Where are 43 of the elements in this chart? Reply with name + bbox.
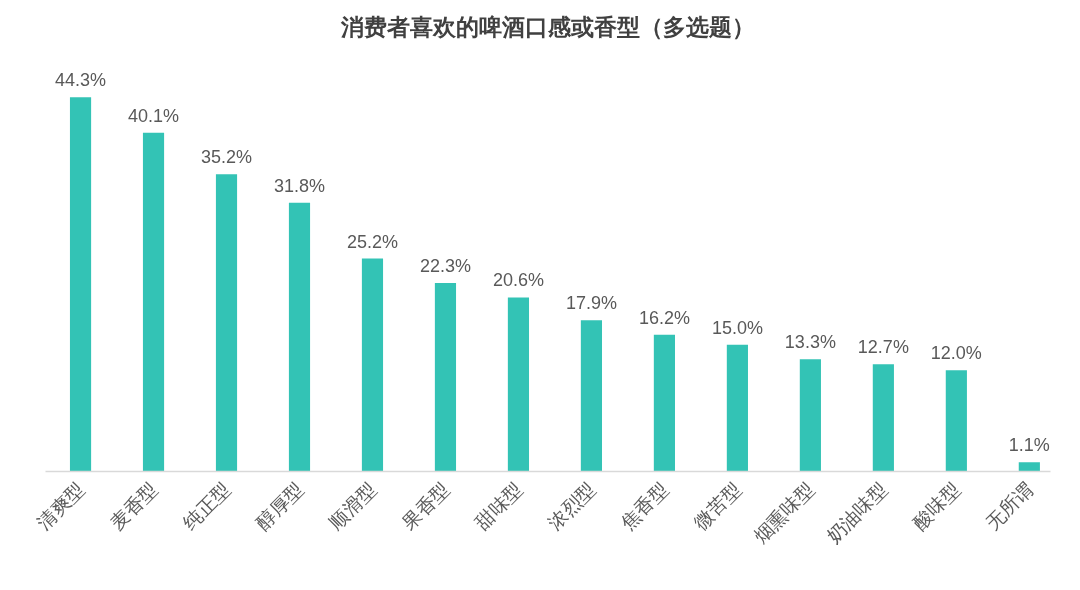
x-tick-label: 烟熏味型 bbox=[748, 477, 819, 548]
data-label: 25.2% bbox=[346, 231, 398, 252]
x-tick-label: 果香型 bbox=[397, 477, 454, 534]
data-label: 17.9% bbox=[565, 293, 617, 314]
data-label: 40.1% bbox=[128, 105, 180, 126]
x-tick-label: 醇厚型 bbox=[251, 477, 308, 534]
bar bbox=[507, 297, 530, 472]
data-label: 12.0% bbox=[930, 343, 982, 364]
data-label: 13.3% bbox=[784, 332, 836, 353]
bar bbox=[726, 344, 748, 472]
bar bbox=[653, 334, 675, 472]
x-tick-label: 奶油味型 bbox=[821, 477, 892, 548]
bar bbox=[142, 132, 165, 472]
data-label: 31.8% bbox=[273, 175, 326, 196]
x-tick-label: 顺滑型 bbox=[324, 477, 381, 534]
x-tick-label: 麦香型 bbox=[105, 477, 162, 534]
x-tick-label: 酸味型 bbox=[908, 477, 965, 534]
bar bbox=[288, 202, 311, 472]
x-tick-label: 甜味型 bbox=[470, 477, 527, 534]
data-label: 44.3% bbox=[55, 70, 107, 91]
data-label: 22.3% bbox=[419, 256, 471, 277]
bar bbox=[361, 258, 384, 472]
data-label: 15.0% bbox=[711, 317, 763, 338]
data-label: 35.2% bbox=[200, 147, 253, 168]
data-label: 1.1% bbox=[1008, 435, 1050, 456]
data-label: 16.2% bbox=[638, 307, 690, 328]
bar bbox=[580, 320, 603, 472]
x-tick-label: 浓烈型 bbox=[543, 477, 600, 534]
x-tick-label: 无所谓 bbox=[981, 477, 1038, 534]
bar bbox=[945, 370, 967, 472]
x-tick-label: 焦香型 bbox=[616, 477, 673, 534]
x-tick-label: 微苦型 bbox=[689, 477, 746, 534]
chart-title: 消费者喜欢的啤酒口感或香型（多选题） bbox=[340, 13, 755, 40]
bar bbox=[69, 97, 92, 472]
bar bbox=[872, 364, 894, 472]
bar bbox=[215, 174, 238, 472]
bar bbox=[799, 359, 821, 472]
data-label: 12.7% bbox=[857, 337, 909, 358]
data-label: 20.6% bbox=[492, 270, 544, 291]
x-tick-label: 清爽型 bbox=[32, 477, 89, 534]
x-tick-label: 纯正型 bbox=[178, 477, 235, 534]
bar bbox=[434, 283, 457, 472]
bar bbox=[1018, 462, 1040, 472]
